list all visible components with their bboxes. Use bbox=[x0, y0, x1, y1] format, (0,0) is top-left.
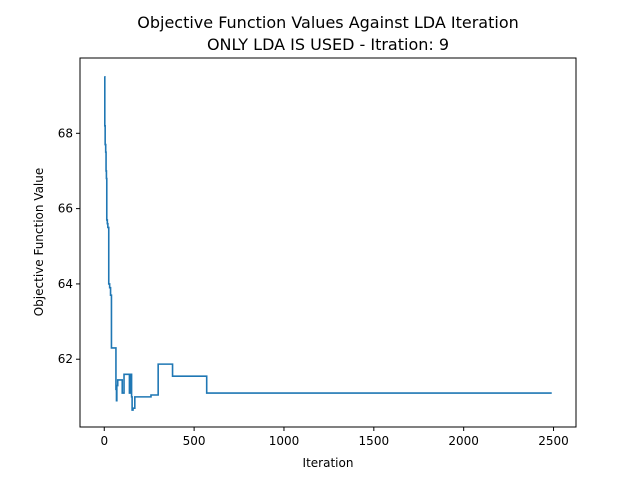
y-tick-label: 62 bbox=[58, 352, 73, 366]
y-tick-label: 68 bbox=[58, 126, 73, 140]
x-axis: 0 500 1000 1500 2000 2500 bbox=[100, 427, 569, 448]
x-tick-label: 500 bbox=[183, 434, 206, 448]
x-tick-label: 1000 bbox=[269, 434, 300, 448]
y-tick-label: 64 bbox=[58, 277, 73, 291]
plot-area-frame bbox=[79, 57, 577, 428]
chart-title: Objective Function Values Against LDA It… bbox=[137, 13, 519, 32]
y-axis: 62 64 66 68 bbox=[58, 126, 80, 366]
x-tick-label: 1500 bbox=[359, 434, 390, 448]
y-tick-label: 66 bbox=[58, 202, 73, 216]
x-tick-label: 2500 bbox=[538, 434, 569, 448]
series-line bbox=[104, 76, 552, 411]
y-axis-label: Objective Function Value bbox=[32, 168, 46, 317]
plot-lines bbox=[104, 76, 552, 411]
x-axis-label: Iteration bbox=[303, 456, 354, 470]
x-tick-label: 2000 bbox=[448, 434, 479, 448]
x-tick-label: 0 bbox=[100, 434, 108, 448]
chart-subtitle: ONLY LDA IS USED - Itration: 9 bbox=[207, 35, 449, 54]
